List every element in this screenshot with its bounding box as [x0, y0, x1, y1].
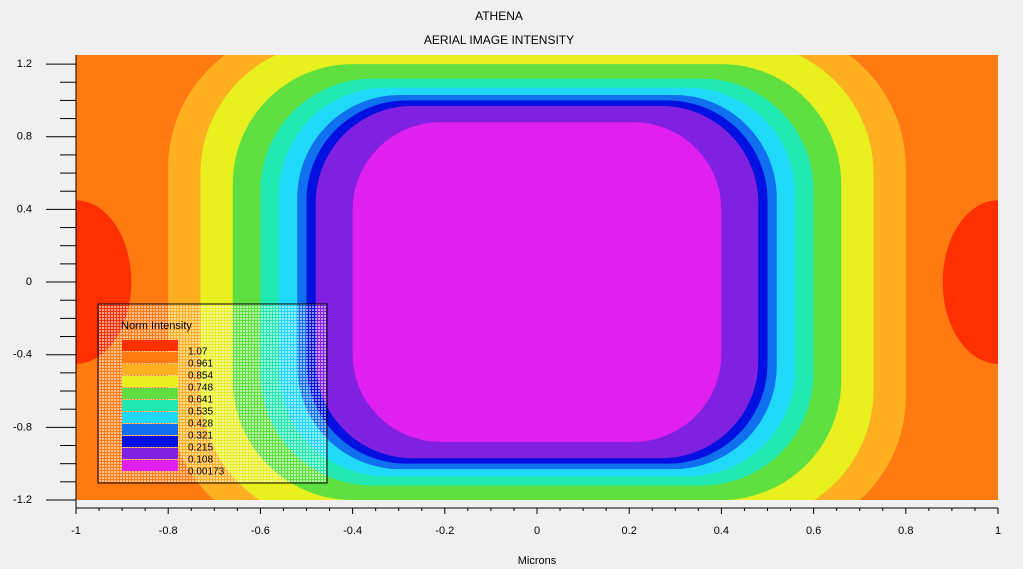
- legend-swatch: [122, 364, 178, 375]
- x-tick-label: 0.6: [806, 525, 821, 537]
- legend-swatch: [122, 376, 178, 387]
- legend-label: 0.215: [188, 443, 213, 454]
- x-tick-label: 0.8: [898, 525, 913, 537]
- axes: -1 -0.8 -0.6 -0.4 -0.2 0 0.2 0.4 0.6 0.8 1 -1.2 -0.8…: [13, 55, 1001, 537]
- plot-area: [76, 55, 998, 500]
- legend-label: 0.535: [188, 407, 213, 418]
- y-tick-label: -0.8: [13, 421, 32, 433]
- legend-label: 0.854: [188, 371, 213, 382]
- legend-label: 0.00173: [188, 467, 225, 478]
- y-tick-label: -0.4: [13, 349, 32, 361]
- x-tick-label: 0.2: [622, 525, 637, 537]
- legend-swatch: [122, 460, 178, 471]
- legend-swatch: [122, 412, 178, 423]
- contour-band: [352, 122, 722, 442]
- y-tick-label: 0: [26, 276, 32, 288]
- x-tick-label: 0: [534, 525, 540, 537]
- legend-label: 0.641: [188, 395, 213, 406]
- legend-label: 0.108: [188, 455, 213, 466]
- y-tick-label: 0.8: [17, 131, 32, 143]
- x-tick-label: -0.8: [159, 525, 178, 537]
- legend-swatch: [122, 436, 178, 447]
- x-tick-label: -0.4: [343, 525, 362, 537]
- y-tick-label: -1.2: [13, 494, 32, 506]
- y-tick-label: 1.2: [17, 58, 32, 70]
- legend-swatch: [122, 388, 178, 399]
- x-tick-label: 1: [995, 525, 1001, 537]
- legend-label: 1.07: [188, 347, 208, 358]
- legend-title: Norm Intensity: [121, 320, 192, 332]
- legend: Norm Intensity1.070.9610.8540.7480.6410.…: [97, 303, 328, 484]
- legend-label: 0.321: [188, 431, 213, 442]
- legend-swatch: [122, 340, 178, 351]
- x-axis-label: Microns: [518, 555, 557, 567]
- legend-label: 0.961: [188, 359, 213, 370]
- legend-label: 0.748: [188, 383, 213, 394]
- legend-swatch: [122, 448, 178, 459]
- contour-band: [942, 200, 998, 364]
- legend-swatch: [122, 400, 178, 411]
- legend-label: 0.428: [188, 419, 213, 430]
- chart-subtitle: AERIAL IMAGE INTENSITY: [424, 33, 574, 47]
- legend-swatch: [122, 424, 178, 435]
- x-tick-label: -0.6: [251, 525, 270, 537]
- chart-title: ATHENA: [475, 9, 523, 23]
- y-tick-label: 0.4: [17, 203, 32, 215]
- x-tick-label: -1: [71, 525, 81, 537]
- x-tick-label: 0.4: [714, 525, 729, 537]
- legend-swatch: [122, 352, 178, 363]
- x-tick-label: -0.2: [435, 525, 454, 537]
